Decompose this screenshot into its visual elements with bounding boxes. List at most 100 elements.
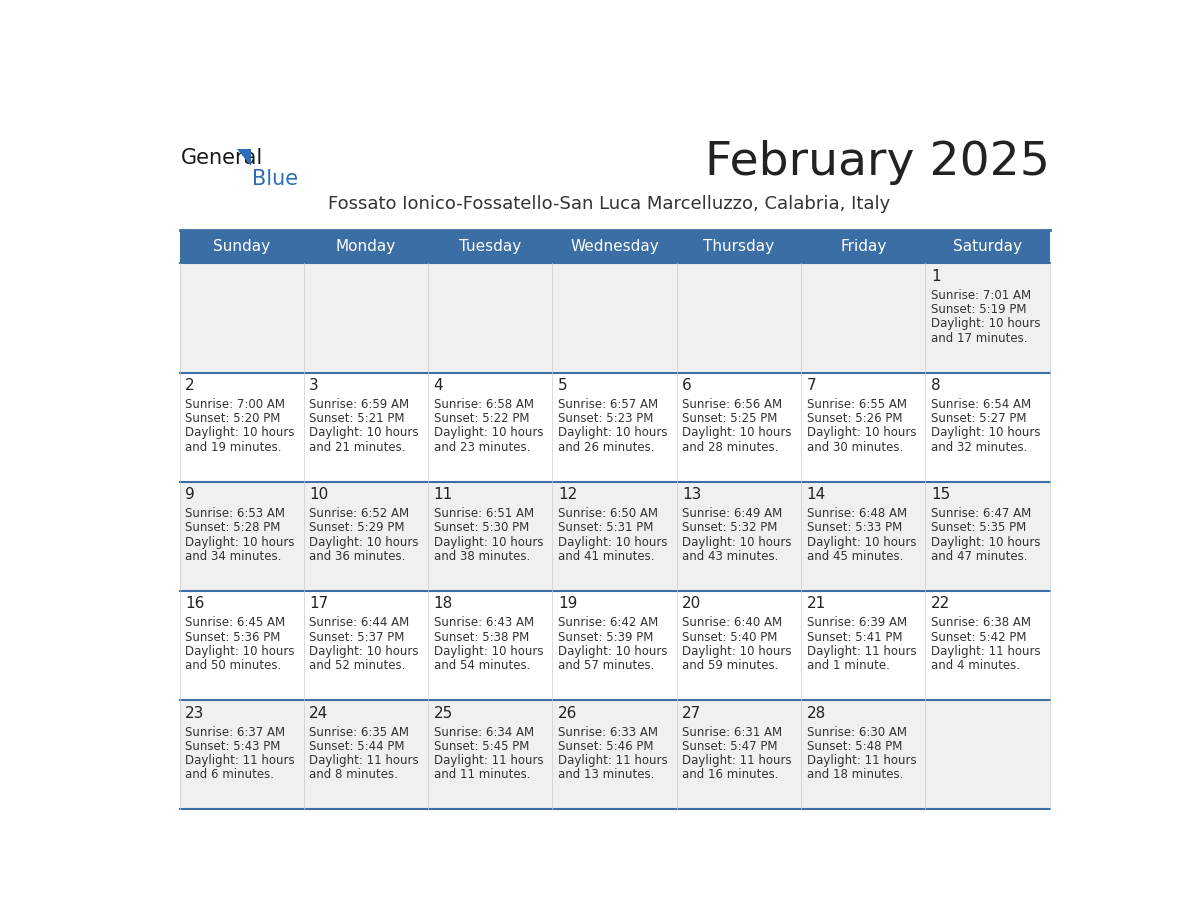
Text: Daylight: 10 hours: Daylight: 10 hours	[931, 536, 1041, 549]
Text: Sunset: 5:28 PM: Sunset: 5:28 PM	[185, 521, 280, 534]
Text: and 6 minutes.: and 6 minutes.	[185, 768, 274, 781]
Text: Daylight: 10 hours: Daylight: 10 hours	[558, 536, 668, 549]
Text: Daylight: 11 hours: Daylight: 11 hours	[185, 754, 295, 767]
Text: and 18 minutes.: and 18 minutes.	[807, 768, 903, 781]
Text: Sunrise: 6:54 AM: Sunrise: 6:54 AM	[931, 398, 1031, 411]
Text: Sunrise: 6:50 AM: Sunrise: 6:50 AM	[558, 507, 658, 521]
Bar	[179, 373, 1050, 482]
Text: Sunrise: 6:59 AM: Sunrise: 6:59 AM	[309, 398, 410, 411]
Text: Saturday: Saturday	[953, 239, 1022, 254]
Text: 1: 1	[931, 269, 941, 284]
Text: Sunrise: 7:01 AM: Sunrise: 7:01 AM	[931, 289, 1031, 302]
Text: Sunrise: 6:57 AM: Sunrise: 6:57 AM	[558, 398, 658, 411]
Text: Sunset: 5:41 PM: Sunset: 5:41 PM	[807, 631, 902, 644]
Text: Sunrise: 6:47 AM: Sunrise: 6:47 AM	[931, 507, 1031, 521]
Text: Sunrise: 6:37 AM: Sunrise: 6:37 AM	[185, 725, 285, 739]
Text: and 19 minutes.: and 19 minutes.	[185, 441, 282, 453]
Text: 22: 22	[931, 597, 950, 611]
Text: Sunset: 5:22 PM: Sunset: 5:22 PM	[434, 412, 529, 425]
Text: Sunrise: 6:38 AM: Sunrise: 6:38 AM	[931, 616, 1031, 630]
Text: and 38 minutes.: and 38 minutes.	[434, 550, 530, 563]
Text: Daylight: 10 hours: Daylight: 10 hours	[309, 644, 418, 658]
Text: Sunset: 5:37 PM: Sunset: 5:37 PM	[309, 631, 405, 644]
Text: Daylight: 11 hours: Daylight: 11 hours	[807, 754, 916, 767]
Text: Sunset: 5:47 PM: Sunset: 5:47 PM	[682, 740, 778, 753]
Text: Sunset: 5:27 PM: Sunset: 5:27 PM	[931, 412, 1026, 425]
Text: Sunrise: 6:35 AM: Sunrise: 6:35 AM	[309, 725, 409, 739]
Text: Sunset: 5:32 PM: Sunset: 5:32 PM	[682, 521, 778, 534]
Text: Sunset: 5:20 PM: Sunset: 5:20 PM	[185, 412, 280, 425]
Text: Sunday: Sunday	[213, 239, 270, 254]
Text: 4: 4	[434, 378, 443, 393]
Bar	[179, 230, 1050, 263]
Text: Sunset: 5:43 PM: Sunset: 5:43 PM	[185, 740, 280, 753]
Text: Sunrise: 6:45 AM: Sunrise: 6:45 AM	[185, 616, 285, 630]
Text: Sunset: 5:44 PM: Sunset: 5:44 PM	[309, 740, 405, 753]
Text: Sunrise: 6:31 AM: Sunrise: 6:31 AM	[682, 725, 783, 739]
Text: Sunset: 5:21 PM: Sunset: 5:21 PM	[309, 412, 405, 425]
Text: Daylight: 10 hours: Daylight: 10 hours	[185, 644, 295, 658]
Text: Sunrise: 6:33 AM: Sunrise: 6:33 AM	[558, 725, 658, 739]
Text: Sunrise: 6:44 AM: Sunrise: 6:44 AM	[309, 616, 410, 630]
Text: 2: 2	[185, 378, 195, 393]
Text: Daylight: 10 hours: Daylight: 10 hours	[931, 427, 1041, 440]
Text: and 23 minutes.: and 23 minutes.	[434, 441, 530, 453]
Text: Daylight: 11 hours: Daylight: 11 hours	[807, 644, 916, 658]
Text: Sunrise: 6:52 AM: Sunrise: 6:52 AM	[309, 507, 410, 521]
Text: 7: 7	[807, 378, 816, 393]
Text: Daylight: 10 hours: Daylight: 10 hours	[807, 536, 916, 549]
Text: 21: 21	[807, 597, 826, 611]
Text: Sunset: 5:31 PM: Sunset: 5:31 PM	[558, 521, 653, 534]
Text: 9: 9	[185, 487, 195, 502]
Text: Sunrise: 6:48 AM: Sunrise: 6:48 AM	[807, 507, 906, 521]
Text: Friday: Friday	[840, 239, 886, 254]
Text: and 17 minutes.: and 17 minutes.	[931, 331, 1028, 344]
Text: General: General	[181, 148, 264, 168]
Text: and 13 minutes.: and 13 minutes.	[558, 768, 655, 781]
Text: Sunset: 5:23 PM: Sunset: 5:23 PM	[558, 412, 653, 425]
Text: 13: 13	[682, 487, 702, 502]
Text: and 59 minutes.: and 59 minutes.	[682, 659, 778, 672]
Text: 28: 28	[807, 706, 826, 721]
Polygon shape	[238, 150, 251, 166]
Text: and 54 minutes.: and 54 minutes.	[434, 659, 530, 672]
Text: and 34 minutes.: and 34 minutes.	[185, 550, 282, 563]
Text: 25: 25	[434, 706, 453, 721]
Text: Daylight: 11 hours: Daylight: 11 hours	[434, 754, 543, 767]
Text: and 36 minutes.: and 36 minutes.	[309, 550, 405, 563]
Text: and 47 minutes.: and 47 minutes.	[931, 550, 1028, 563]
Text: Daylight: 10 hours: Daylight: 10 hours	[434, 644, 543, 658]
Text: and 43 minutes.: and 43 minutes.	[682, 550, 778, 563]
Text: Daylight: 11 hours: Daylight: 11 hours	[558, 754, 668, 767]
Text: Blue: Blue	[252, 170, 298, 189]
Text: 11: 11	[434, 487, 453, 502]
Text: Sunrise: 6:40 AM: Sunrise: 6:40 AM	[682, 616, 783, 630]
Text: Daylight: 10 hours: Daylight: 10 hours	[558, 427, 668, 440]
Text: Sunrise: 7:00 AM: Sunrise: 7:00 AM	[185, 398, 285, 411]
Bar	[179, 700, 1050, 810]
Text: and 28 minutes.: and 28 minutes.	[682, 441, 778, 453]
Text: 17: 17	[309, 597, 329, 611]
Text: Sunrise: 6:55 AM: Sunrise: 6:55 AM	[807, 398, 906, 411]
Text: Tuesday: Tuesday	[460, 239, 522, 254]
Text: Daylight: 11 hours: Daylight: 11 hours	[682, 754, 792, 767]
Text: Daylight: 10 hours: Daylight: 10 hours	[185, 536, 295, 549]
Text: and 32 minutes.: and 32 minutes.	[931, 441, 1028, 453]
Text: 6: 6	[682, 378, 691, 393]
Text: Daylight: 10 hours: Daylight: 10 hours	[682, 644, 791, 658]
Text: and 16 minutes.: and 16 minutes.	[682, 768, 779, 781]
Text: Sunrise: 6:49 AM: Sunrise: 6:49 AM	[682, 507, 783, 521]
Text: Sunrise: 6:43 AM: Sunrise: 6:43 AM	[434, 616, 533, 630]
Text: Sunrise: 6:51 AM: Sunrise: 6:51 AM	[434, 507, 533, 521]
Bar	[179, 591, 1050, 700]
Text: 14: 14	[807, 487, 826, 502]
Text: February 2025: February 2025	[704, 140, 1050, 185]
Text: Daylight: 11 hours: Daylight: 11 hours	[931, 644, 1041, 658]
Text: Daylight: 10 hours: Daylight: 10 hours	[434, 536, 543, 549]
Text: and 11 minutes.: and 11 minutes.	[434, 768, 530, 781]
Text: 23: 23	[185, 706, 204, 721]
Text: and 52 minutes.: and 52 minutes.	[309, 659, 405, 672]
Text: and 45 minutes.: and 45 minutes.	[807, 550, 903, 563]
Text: Sunset: 5:40 PM: Sunset: 5:40 PM	[682, 631, 778, 644]
Text: and 50 minutes.: and 50 minutes.	[185, 659, 282, 672]
